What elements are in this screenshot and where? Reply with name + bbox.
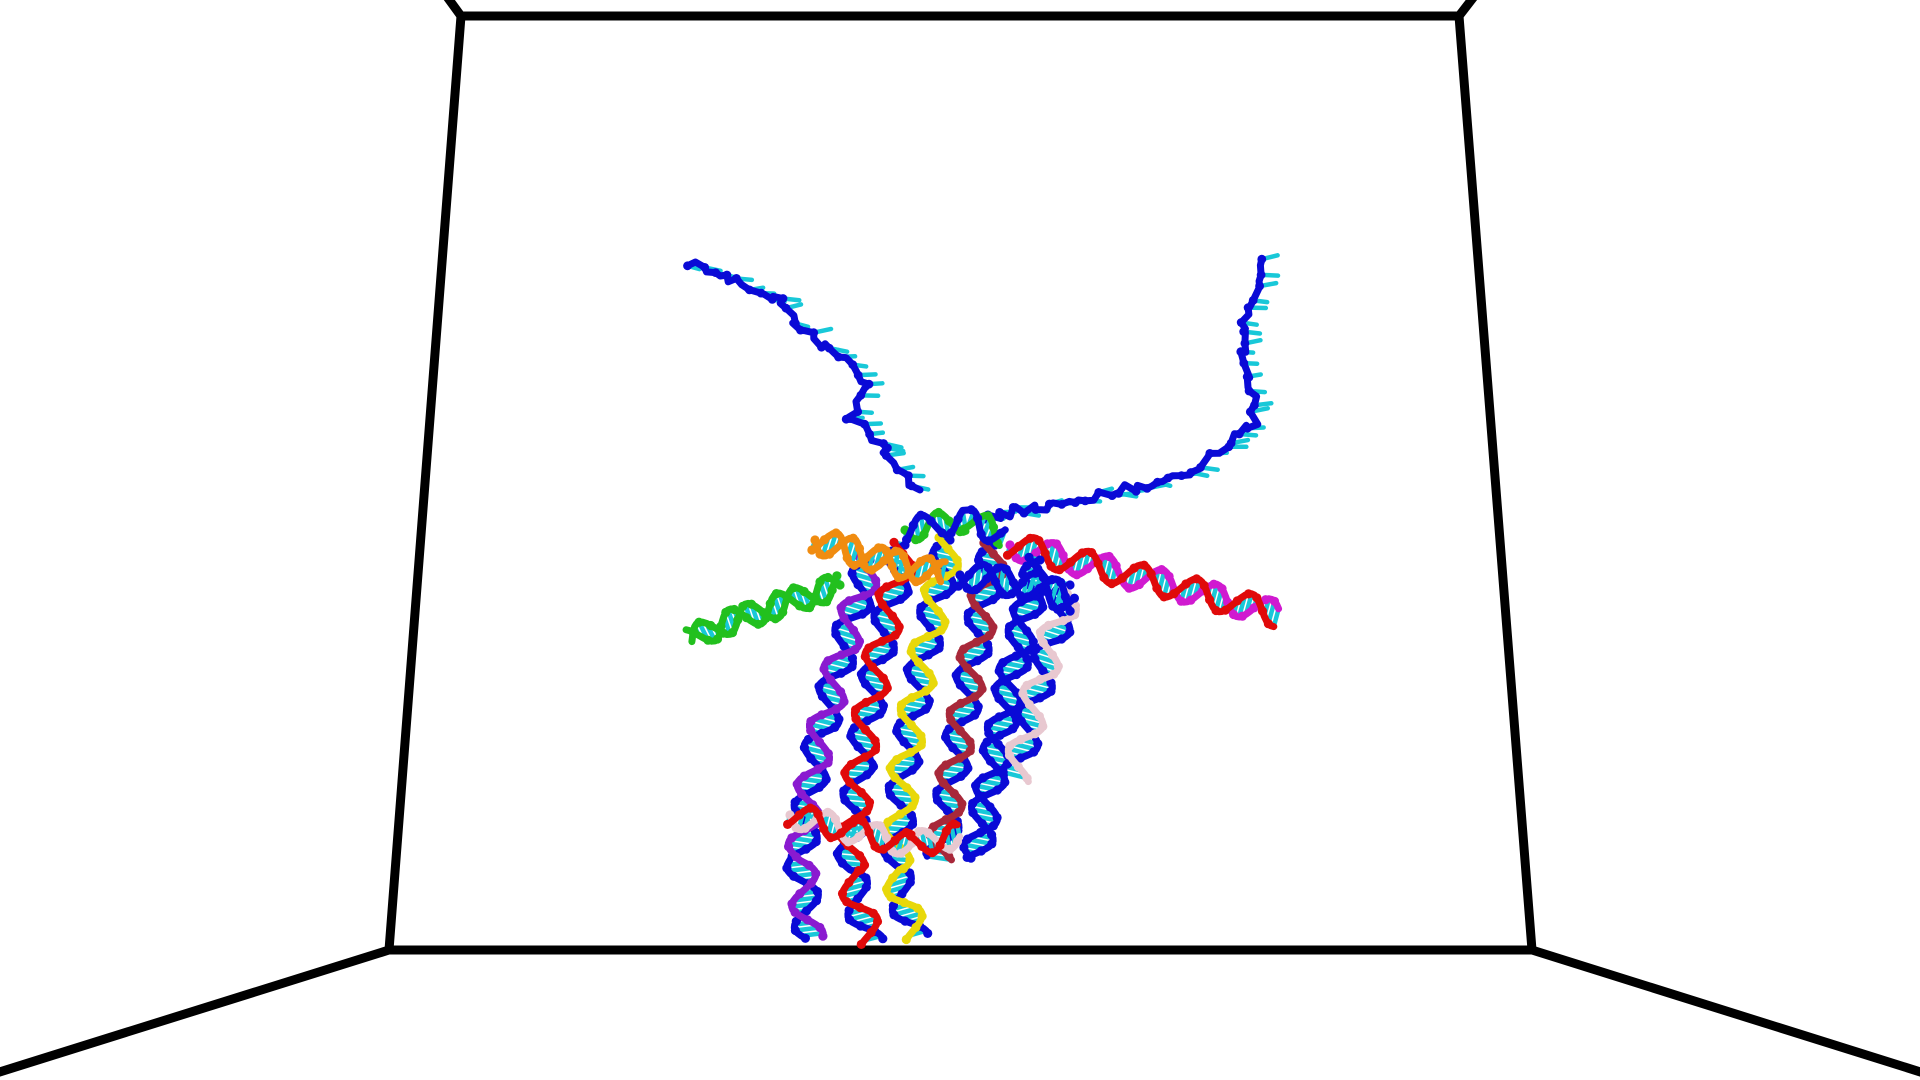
helix-top-blue[interactable] <box>953 560 1079 616</box>
helix-left-arm[interactable] <box>682 571 845 646</box>
bundle-helix-3[interactable] <box>878 532 962 945</box>
helix-lower-pink[interactable] <box>783 803 964 858</box>
helix-top-orange[interactable] <box>807 528 949 587</box>
bundle-helix-2[interactable] <box>832 537 917 950</box>
helix-top-green[interactable] <box>900 505 1009 549</box>
box-edge-top-right <box>1454 0 1478 21</box>
dna-origami-structure[interactable] <box>682 253 1283 950</box>
scaffold-loop-left[interactable] <box>683 258 931 494</box>
bundle-helix-6[interactable] <box>998 577 1080 786</box>
box-edge-bottom-right <box>1527 945 1920 1077</box>
box-edge-bottom-left <box>0 945 394 1077</box>
helix-right-arm[interactable] <box>1002 533 1283 631</box>
box-edge-top-left <box>443 0 466 21</box>
scaffold-loop-right[interactable] <box>981 253 1281 524</box>
